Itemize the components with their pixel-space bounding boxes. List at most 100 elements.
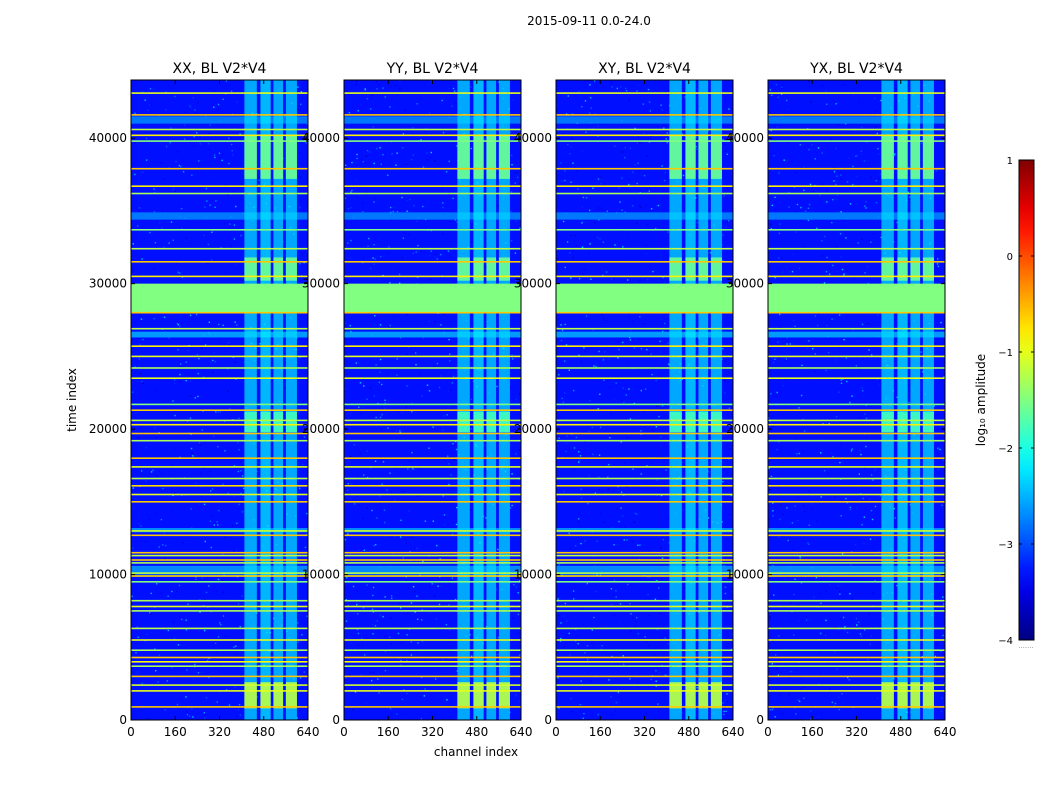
- noise-speck: [137, 671, 139, 673]
- rfi-burst: [260, 257, 271, 281]
- noise-speck: [432, 82, 434, 84]
- x-tick-label: 0: [552, 725, 560, 739]
- noise-speck: [364, 623, 366, 625]
- flag-line: [344, 575, 521, 577]
- noise-speck: [727, 220, 730, 222]
- noise-speck: [769, 618, 771, 620]
- noise-speck: [444, 658, 447, 660]
- noise-speck: [416, 220, 418, 222]
- flag-line: [768, 559, 945, 561]
- noise-speck: [178, 205, 180, 207]
- noise-speck: [804, 231, 806, 234]
- flag-line: [768, 627, 945, 630]
- noise-speck: [174, 95, 176, 98]
- noise-speck: [570, 234, 572, 237]
- noise-speck: [921, 505, 924, 508]
- noise-speck: [787, 576, 789, 578]
- noise-speck: [799, 688, 802, 690]
- noise-speck: [590, 97, 592, 99]
- noise-speck: [404, 232, 406, 234]
- noise-speck: [943, 546, 945, 548]
- noise-speck: [575, 245, 578, 247]
- noise-speck: [440, 253, 442, 256]
- flag-line: [344, 128, 521, 131]
- noise-speck: [518, 393, 520, 395]
- noise-speck: [777, 341, 779, 343]
- noise-speck: [871, 518, 874, 521]
- noise-speck: [801, 364, 803, 367]
- rfi-burst: [285, 257, 297, 281]
- noise-speck: [855, 628, 858, 630]
- noise-speck: [435, 678, 437, 680]
- noise-speck: [856, 154, 858, 157]
- noise-speck: [515, 453, 517, 455]
- noise-speck: [155, 676, 157, 679]
- noise-speck: [648, 141, 651, 143]
- noise-speck: [788, 322, 790, 324]
- noise-speck: [300, 86, 303, 88]
- noise-speck: [630, 630, 632, 632]
- noise-speck: [239, 625, 241, 628]
- rfi-burst: [698, 257, 709, 281]
- noise-speck: [396, 358, 398, 360]
- flag-line: [131, 661, 308, 663]
- noise-speck: [659, 258, 661, 261]
- noise-speck: [232, 356, 235, 358]
- noise-speck: [447, 404, 450, 407]
- noise-speck: [169, 103, 171, 105]
- noise-speck: [852, 165, 854, 168]
- flag-line: [768, 477, 945, 480]
- noise-speck: [351, 189, 353, 192]
- noise-speck: [627, 583, 629, 586]
- noise-speck: [870, 262, 873, 264]
- noise-speck: [242, 272, 244, 275]
- noise-speck: [364, 88, 366, 90]
- noise-speck: [235, 361, 237, 364]
- noise-speck: [201, 495, 203, 498]
- noise-speck: [571, 433, 573, 436]
- noise-speck: [134, 642, 137, 645]
- noise-speck: [780, 93, 783, 95]
- noise-speck: [568, 532, 570, 534]
- noise-speck: [589, 400, 591, 402]
- y-tick-label: 30000: [302, 277, 340, 291]
- noise-speck: [198, 442, 201, 444]
- noise-speck: [412, 586, 415, 588]
- noise-speck: [572, 249, 574, 252]
- noise-speck: [816, 324, 819, 326]
- noise-speck: [373, 263, 375, 265]
- noise-speck: [896, 221, 898, 224]
- noise-speck: [823, 470, 826, 472]
- flag-line: [556, 167, 733, 170]
- noise-speck: [578, 354, 580, 357]
- rfi-burst: [457, 411, 470, 432]
- noise-speck: [600, 176, 603, 179]
- noise-speck: [155, 670, 157, 672]
- noise-speck: [578, 451, 580, 453]
- noise-speck: [430, 250, 432, 252]
- noise-speck: [470, 360, 473, 362]
- noise-speck: [171, 714, 173, 716]
- noise-speck: [793, 319, 795, 322]
- colorbar-tick-label: 1: [1007, 156, 1013, 167]
- noise-speck: [416, 595, 418, 597]
- noise-speck: [558, 615, 560, 617]
- noise-speck: [666, 132, 668, 134]
- noise-speck: [359, 382, 362, 384]
- noise-speck: [381, 483, 383, 485]
- noise-speck: [390, 206, 392, 209]
- broadband-row: [768, 565, 945, 575]
- noise-speck: [778, 257, 780, 259]
- noise-speck: [558, 564, 560, 566]
- noise-speck: [220, 246, 222, 249]
- noise-speck: [655, 670, 657, 672]
- noise-speck: [198, 673, 201, 675]
- noise-speck: [227, 194, 229, 196]
- noise-speck: [942, 634, 944, 637]
- noise-speck: [401, 698, 404, 701]
- noise-speck: [860, 635, 862, 637]
- flag-line: [556, 192, 733, 195]
- noise-speck: [153, 188, 155, 190]
- noise-speck: [144, 99, 146, 101]
- noise-speck: [597, 125, 599, 127]
